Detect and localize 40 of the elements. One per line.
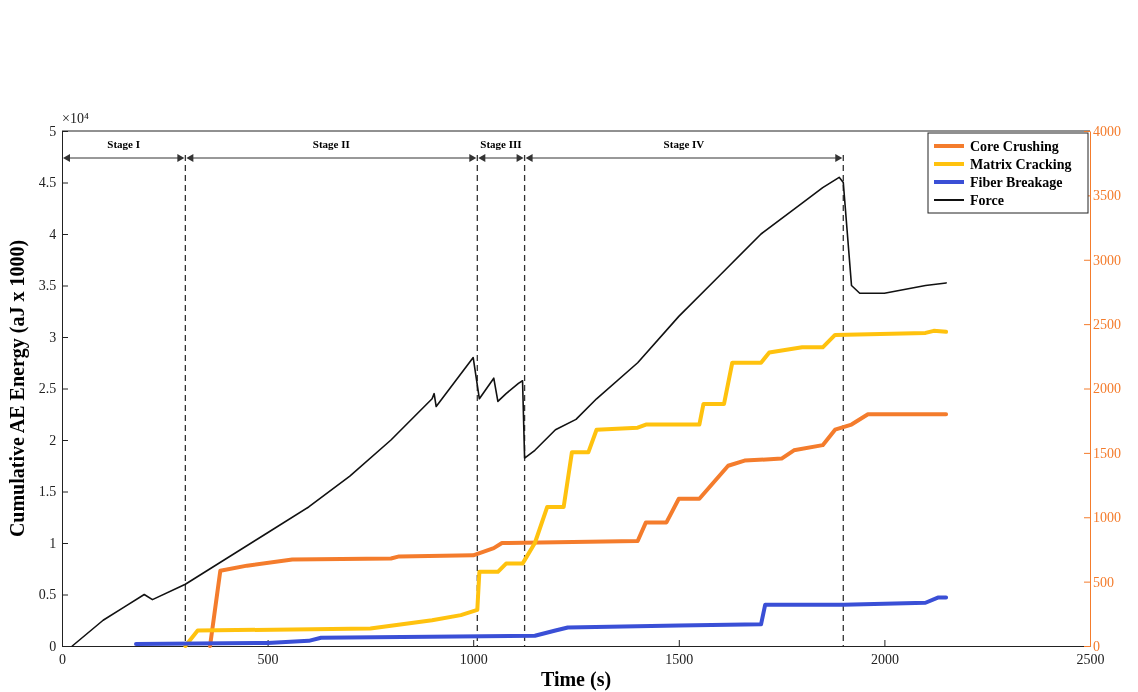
- x-tick-label: 1000: [459, 652, 488, 668]
- y-tick-label: 3.5: [38, 278, 57, 294]
- x-axis-title: Time (s): [540, 668, 612, 691]
- y-tick-label: 0: [49, 638, 57, 654]
- y2-tick-label: 0: [1093, 638, 1100, 654]
- line-series: [71, 176, 947, 647]
- legend-label: Matrix Cracking: [970, 157, 1072, 172]
- x-tick-label: 500: [257, 652, 279, 668]
- line-series: [208, 412, 949, 648]
- annotation: Stage III: [480, 138, 522, 150]
- y2-tick-label: 4000: [1093, 123, 1121, 139]
- y-axis-title: Cumulative AE Energy (aJ x 1000): [6, 239, 29, 538]
- annotation: Stage I: [107, 138, 141, 150]
- y2-tick-label: 2000: [1093, 381, 1121, 397]
- line-series: [134, 595, 949, 646]
- y-tick-label: 4.5: [38, 175, 57, 191]
- y-tick-label: 2: [49, 432, 57, 448]
- x-tick-label: 1500: [665, 652, 694, 668]
- line-series: [183, 328, 949, 648]
- text: ×10⁴: [62, 111, 89, 126]
- y-tick-label: 1: [49, 535, 57, 551]
- y-tick-label: 2.5: [38, 381, 57, 397]
- y2-tick-label: 500: [1093, 574, 1114, 590]
- annotation: Stage II: [312, 138, 350, 150]
- y2-tick-label: 2500: [1093, 317, 1121, 333]
- x-tick-label: 2000: [870, 652, 899, 668]
- legend-label: Fiber Breakage: [970, 175, 1063, 190]
- y-tick-label: 0.5: [38, 587, 57, 603]
- y2-tick-label: 3000: [1093, 252, 1121, 268]
- y-tick-label: 3: [49, 329, 57, 345]
- legend-label: Force: [970, 193, 1004, 208]
- y-tick-label: 5: [49, 123, 57, 139]
- x-tick-label: 2500: [1076, 652, 1105, 668]
- y2-tick-label: 1500: [1093, 445, 1121, 461]
- legend-label: Core Crushing: [970, 139, 1059, 154]
- y-tick-label: 1.5: [38, 484, 57, 500]
- y2-tick-label: 3500: [1093, 188, 1121, 204]
- y-tick-label: 4: [49, 226, 57, 242]
- annotation: Stage IV: [663, 138, 705, 150]
- y2-tick-label: 1000: [1093, 510, 1121, 526]
